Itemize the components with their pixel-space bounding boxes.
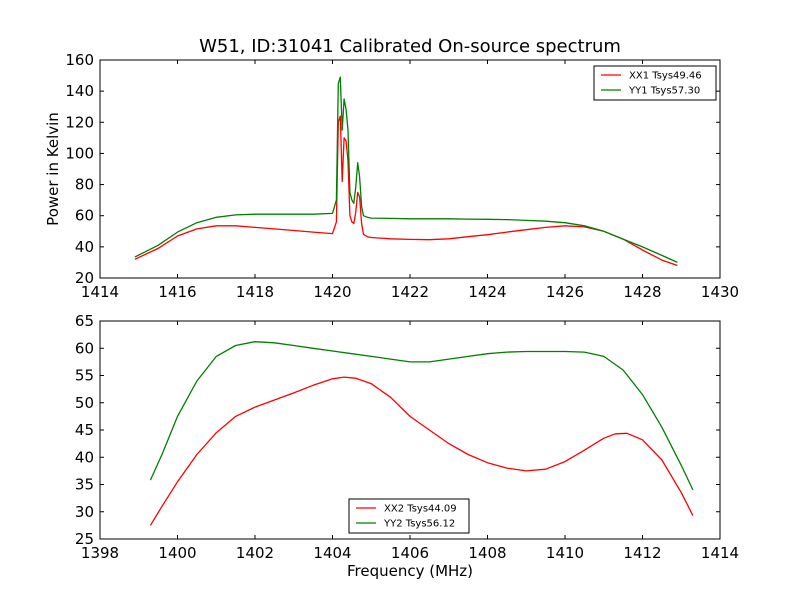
- y-tick-label: 35: [75, 476, 94, 494]
- x-tick-label: 1414: [81, 283, 119, 301]
- y-tick-label: 40: [75, 238, 94, 256]
- series-line-2-1: [149, 376, 694, 526]
- x-tick-label: 1430: [701, 283, 739, 301]
- series-line-1-2: [134, 76, 678, 263]
- legend-box: [593, 65, 717, 101]
- series-line-1-1: [134, 115, 678, 267]
- y-tick-label: 60: [75, 339, 94, 357]
- series-line-2-2: [149, 341, 694, 491]
- x-tick-label: 1400: [158, 544, 196, 562]
- x-tick-label: 1420: [313, 283, 351, 301]
- legend-label: YY1 Tsys57.30: [628, 86, 700, 97]
- legend-label: XX1 Tsys49.46: [629, 71, 702, 82]
- x-tick-label: 1416: [158, 283, 196, 301]
- x-tick-label: 1424: [468, 283, 506, 301]
- legend: XX1 Tsys49.46 YY1 Tsys57.30: [593, 65, 717, 101]
- y-tick-label: 45: [75, 421, 94, 439]
- x-tick-label: 1410: [546, 544, 584, 562]
- y-tick-label: 25: [75, 530, 94, 548]
- y-tick-label: 120: [65, 113, 94, 131]
- x-tick-label: 1418: [236, 283, 274, 301]
- x-tick-label: 1404: [313, 544, 351, 562]
- x-tick-label: 1426: [546, 283, 584, 301]
- legend-label: XX2 Tsys44.09: [384, 504, 457, 515]
- y-tick-label: 50: [75, 394, 94, 412]
- x-axis-label: Frequency (MHz): [347, 562, 473, 580]
- y-tick-label: 20: [75, 269, 94, 287]
- y-tick-label: 140: [65, 82, 94, 100]
- y-tick-label: 100: [65, 144, 94, 162]
- bottom-panel: 1398 1400 1402 1404 1406 1408 1410 1412 1414 25 30…: [75, 312, 739, 580]
- top-panel: 1414 1416 1418 1420 1422 1424 1426 1428 1430 20 40…: [44, 51, 739, 301]
- y-tick-label: 55: [75, 367, 94, 385]
- x-tick-label: 1428: [623, 283, 661, 301]
- x-tick-label: 1412: [623, 544, 661, 562]
- x-tick-label: 1406: [391, 544, 429, 562]
- x-tick-label: 1398: [81, 544, 119, 562]
- y-tick-label: 60: [75, 207, 94, 225]
- x-tick-label: 1422: [391, 283, 429, 301]
- y-tick-label: 65: [75, 312, 94, 330]
- y-tick-label: 80: [75, 176, 94, 194]
- x-tick-label: 1414: [701, 544, 739, 562]
- legend-box: [348, 498, 470, 534]
- legend-label: YY2 Tsys56.12: [383, 519, 455, 530]
- x-tick-label: 1408: [468, 544, 506, 562]
- y-tick-label: 160: [65, 51, 94, 69]
- chart-title: W51, ID:31041 Calibrated On-source spect…: [199, 36, 621, 57]
- y-axis-label: Power in Kelvin: [44, 112, 62, 226]
- x-tick-label: 1402: [236, 544, 274, 562]
- legend: XX2 Tsys44.09 YY2 Tsys56.12: [348, 498, 470, 534]
- y-tick-label: 30: [75, 503, 94, 521]
- y-tick-label: 40: [75, 448, 94, 466]
